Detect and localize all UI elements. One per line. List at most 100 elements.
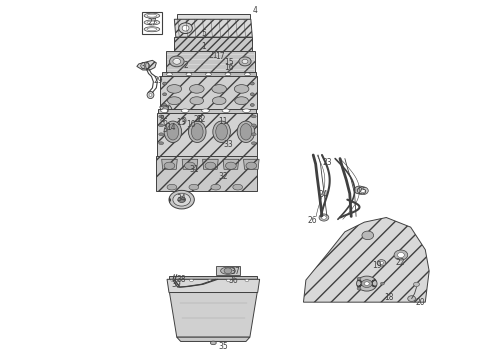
Ellipse shape <box>251 142 256 145</box>
Ellipse shape <box>243 109 250 112</box>
Polygon shape <box>166 51 255 72</box>
Ellipse shape <box>186 73 192 76</box>
Ellipse shape <box>220 267 235 274</box>
Ellipse shape <box>394 250 408 260</box>
Ellipse shape <box>242 59 248 64</box>
Ellipse shape <box>141 63 149 69</box>
Ellipse shape <box>202 109 209 112</box>
Text: 35: 35 <box>218 342 228 351</box>
Text: 32: 32 <box>218 172 228 181</box>
Ellipse shape <box>147 21 157 24</box>
Polygon shape <box>177 337 250 342</box>
Text: 19: 19 <box>372 261 381 270</box>
Ellipse shape <box>361 189 366 193</box>
Text: 34: 34 <box>177 194 187 203</box>
Ellipse shape <box>164 121 182 143</box>
Ellipse shape <box>251 133 256 136</box>
Ellipse shape <box>171 279 175 282</box>
Text: 17: 17 <box>215 52 224 61</box>
Ellipse shape <box>168 97 181 105</box>
Ellipse shape <box>213 121 230 143</box>
Text: 31: 31 <box>189 165 198 174</box>
Ellipse shape <box>167 184 177 190</box>
Ellipse shape <box>144 27 160 32</box>
Text: 14: 14 <box>166 123 176 132</box>
Ellipse shape <box>250 93 254 96</box>
Text: 21: 21 <box>209 51 218 60</box>
Ellipse shape <box>181 109 189 112</box>
Ellipse shape <box>167 85 182 93</box>
Ellipse shape <box>163 104 167 107</box>
Ellipse shape <box>216 123 227 140</box>
Ellipse shape <box>357 188 362 192</box>
Ellipse shape <box>189 184 199 190</box>
Text: 12: 12 <box>196 115 206 124</box>
Polygon shape <box>216 266 240 275</box>
Text: 7: 7 <box>165 106 170 115</box>
Text: 28: 28 <box>194 115 203 124</box>
Text: 24: 24 <box>318 190 328 199</box>
Text: 38: 38 <box>177 275 187 284</box>
Polygon shape <box>157 113 257 156</box>
Ellipse shape <box>233 184 243 190</box>
Ellipse shape <box>205 73 211 76</box>
Ellipse shape <box>226 279 230 282</box>
Ellipse shape <box>205 162 216 169</box>
Ellipse shape <box>159 142 164 145</box>
Ellipse shape <box>208 279 212 282</box>
Polygon shape <box>167 279 260 293</box>
Ellipse shape <box>147 14 157 17</box>
Text: 11: 11 <box>219 117 228 126</box>
Bar <box>142 12 162 33</box>
Ellipse shape <box>245 279 249 282</box>
Text: 36: 36 <box>228 275 238 284</box>
Ellipse shape <box>169 190 195 209</box>
Ellipse shape <box>251 115 256 118</box>
Ellipse shape <box>159 115 164 118</box>
Ellipse shape <box>397 252 404 257</box>
Polygon shape <box>177 14 250 19</box>
Text: 25: 25 <box>357 187 367 196</box>
Ellipse shape <box>212 85 226 93</box>
Text: 30: 30 <box>140 62 150 71</box>
Polygon shape <box>158 109 256 113</box>
Ellipse shape <box>212 97 226 105</box>
Text: 26: 26 <box>307 216 317 225</box>
Ellipse shape <box>164 162 175 169</box>
Ellipse shape <box>163 107 169 111</box>
Ellipse shape <box>167 73 172 76</box>
Ellipse shape <box>163 82 167 85</box>
Ellipse shape <box>250 104 254 107</box>
Ellipse shape <box>144 20 160 25</box>
Text: 16: 16 <box>224 63 234 72</box>
Ellipse shape <box>237 121 255 143</box>
Ellipse shape <box>246 162 257 169</box>
Text: 4: 4 <box>252 6 257 15</box>
Ellipse shape <box>173 193 191 206</box>
Ellipse shape <box>377 260 386 266</box>
Ellipse shape <box>172 286 178 291</box>
Ellipse shape <box>234 85 249 93</box>
Text: 8: 8 <box>160 115 165 124</box>
Ellipse shape <box>245 73 250 76</box>
Ellipse shape <box>170 56 184 67</box>
Ellipse shape <box>379 261 383 264</box>
Ellipse shape <box>179 23 193 33</box>
Ellipse shape <box>182 25 189 31</box>
Ellipse shape <box>225 162 236 169</box>
Ellipse shape <box>250 82 254 85</box>
Polygon shape <box>162 159 177 169</box>
Text: 20: 20 <box>416 298 425 307</box>
Text: 6: 6 <box>162 118 167 127</box>
Ellipse shape <box>185 162 196 169</box>
Ellipse shape <box>357 277 361 280</box>
Ellipse shape <box>189 121 206 143</box>
Ellipse shape <box>163 93 167 96</box>
Polygon shape <box>156 156 257 192</box>
Ellipse shape <box>321 216 326 219</box>
Ellipse shape <box>362 231 374 240</box>
Ellipse shape <box>211 184 220 190</box>
Ellipse shape <box>190 85 204 93</box>
Text: 37: 37 <box>230 267 240 276</box>
Text: 15: 15 <box>224 58 234 67</box>
